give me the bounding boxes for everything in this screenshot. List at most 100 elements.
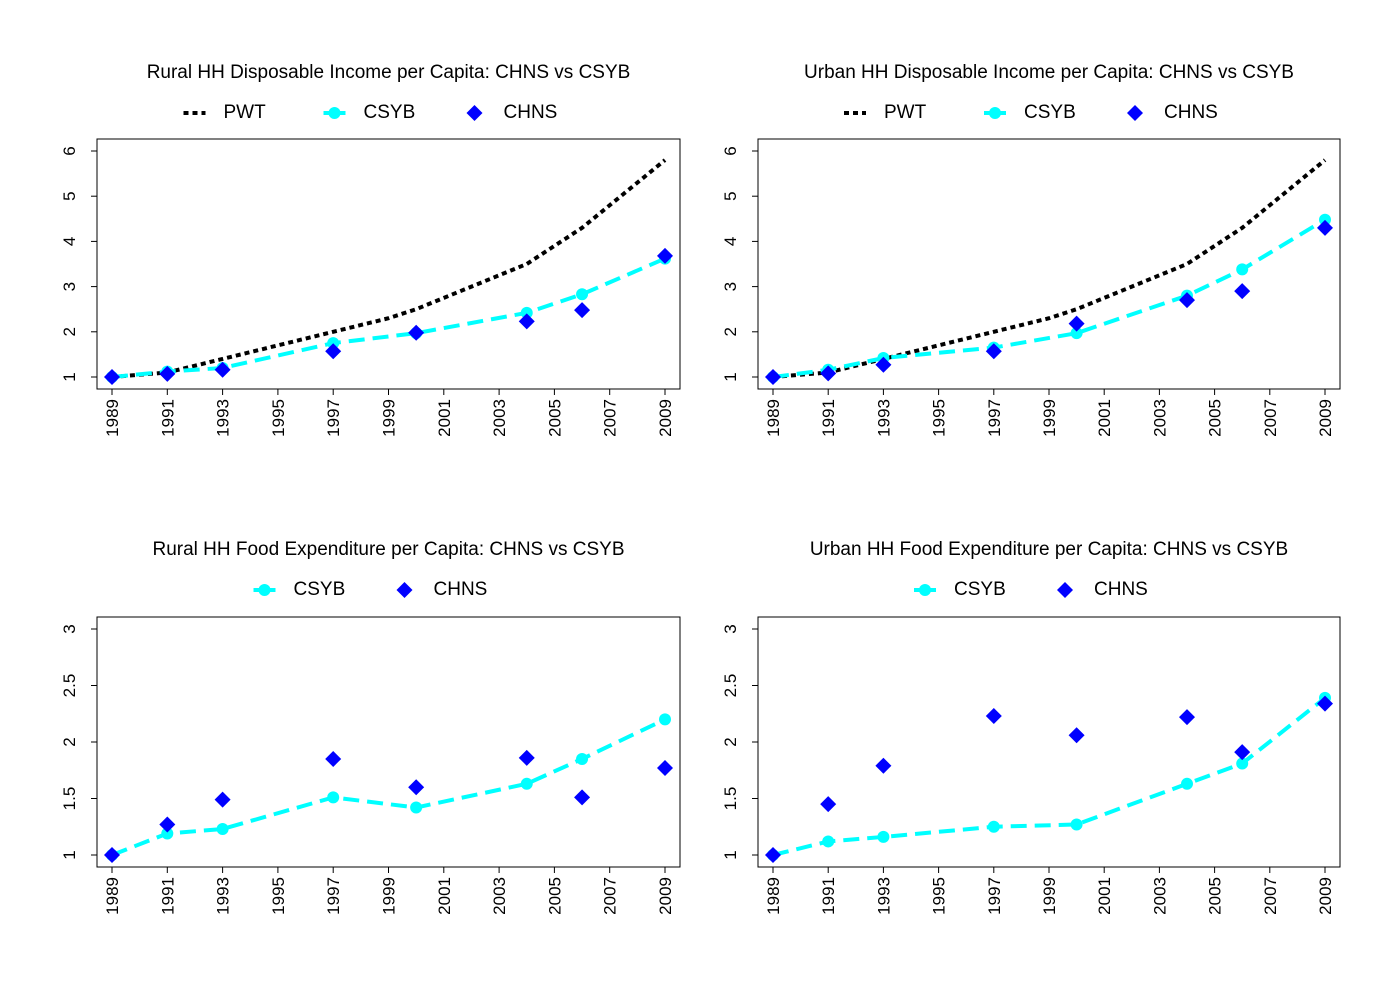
y-axis: 1 1.5 2 2.5 3: [60, 624, 97, 860]
legend-item-pwt: PWT: [183, 102, 266, 123]
legend-item-chns: CHNS: [396, 579, 487, 600]
data-point: [877, 830, 890, 843]
x-tick-label: 2001: [1095, 877, 1114, 915]
x-tick-label: 1991: [819, 877, 838, 915]
y-tick-label: 3: [60, 282, 79, 291]
data-point: [574, 302, 591, 319]
series-pwt: [772, 158, 1327, 379]
x-tick-label: 1991: [819, 399, 838, 437]
y-axis: 1 1.5 2 2.5 3: [721, 624, 758, 860]
y-tick-label: 1: [60, 850, 79, 859]
legend-swatch-diamond: [1127, 105, 1143, 121]
series-csyb: [106, 713, 671, 861]
series-csyb: [767, 691, 1331, 861]
x-tick-label: 1989: [103, 877, 122, 915]
y-tick-label: 4: [721, 237, 740, 246]
data-point: [159, 365, 176, 382]
x-tick-label: 1995: [930, 877, 949, 915]
data-point: [820, 365, 837, 382]
data-point: [985, 708, 1002, 725]
legend-item-csyb: CSYB: [323, 102, 415, 123]
chart-panel-4: Urban HH Food Expenditure per Capita: CH…: [721, 539, 1341, 915]
legend-label: CSYB: [1024, 102, 1076, 123]
y-tick-label: 2.5: [60, 674, 79, 698]
series-line: [111, 158, 667, 379]
x-tick-label: 1999: [380, 399, 399, 437]
y-tick-label: 4: [60, 237, 79, 246]
x-tick-label: 2007: [601, 399, 620, 437]
legend-swatch-diamond: [1057, 582, 1073, 598]
data-point: [576, 752, 589, 765]
data-point: [410, 801, 423, 814]
x-tick-label: 2009: [656, 877, 675, 915]
x-tick-label: 2005: [1206, 877, 1225, 915]
data-point: [520, 306, 533, 319]
series-line: [772, 158, 1327, 379]
series-line: [111, 256, 666, 379]
x-tick-label: 1991: [158, 399, 177, 437]
data-point: [574, 789, 591, 806]
y-tick-label: 2: [60, 737, 79, 746]
x-tick-label: 2005: [545, 399, 564, 437]
data-point: [518, 749, 535, 766]
y-tick-label: 2.5: [721, 674, 740, 698]
x-tick-label: 1997: [985, 877, 1004, 915]
data-point: [1070, 327, 1083, 340]
x-tick-label: 2003: [490, 877, 509, 915]
data-point: [104, 369, 120, 385]
legend-item-csyb: CSYB: [984, 102, 1076, 123]
chart-panel-2: Urban HH Disposable Income per Capita: C…: [721, 62, 1341, 437]
x-tick-label: 1989: [764, 399, 783, 437]
data-point: [325, 343, 342, 360]
data-point: [1179, 292, 1195, 309]
legend-swatch-circle: [989, 107, 1001, 119]
data-point: [214, 791, 231, 808]
y-axis: 1 2 3 4 5 6: [60, 146, 97, 382]
chart-panel-3: Rural HH Food Expenditure per Capita: CH…: [60, 539, 681, 915]
x-tick-label: 2005: [1206, 399, 1225, 437]
y-axis: 1 2 3 4 5 6: [721, 146, 758, 382]
chart-title: Urban HH Food Expenditure per Capita: CH…: [810, 539, 1288, 560]
data-point: [327, 791, 340, 804]
x-tick-label: 1995: [930, 399, 949, 437]
data-point: [765, 369, 781, 385]
series-chns: [104, 749, 673, 863]
x-tick-label: 1993: [874, 877, 893, 915]
legend-item-chns: CHNS: [466, 102, 558, 123]
y-tick-label: 2: [721, 327, 740, 336]
y-tick-label: 1: [60, 372, 79, 381]
legend-swatch-diamond: [396, 582, 413, 598]
plot-frame: [757, 616, 1341, 868]
x-tick-label: 1997: [324, 877, 343, 915]
x-tick-label: 1989: [103, 399, 122, 437]
x-axis: 1989 1991 1993 1995 1997 1999 2001 2003 2005 2007…: [764, 389, 1335, 437]
x-tick-label: 1999: [1040, 877, 1059, 915]
x-tick-label: 2009: [1316, 877, 1335, 915]
x-tick-label: 2005: [545, 877, 564, 915]
data-point: [1181, 777, 1193, 790]
legend-label: CHNS: [504, 102, 558, 123]
x-tick-label: 2001: [1095, 399, 1114, 437]
data-point: [408, 324, 425, 341]
data-point: [1236, 263, 1249, 276]
plot-frame: [96, 138, 681, 390]
series-chns: [765, 219, 1333, 385]
y-tick-label: 1.5: [721, 787, 740, 811]
y-tick-label: 5: [60, 191, 79, 200]
legend-label: CSYB: [294, 579, 346, 600]
data-point: [875, 356, 892, 373]
data-point: [161, 827, 174, 840]
x-tick-label: 2009: [656, 399, 675, 437]
legend-swatch-circle: [258, 584, 271, 596]
data-point: [576, 288, 589, 301]
chart-legend: PWT CSYB CHNS: [183, 102, 558, 123]
x-axis: 1989 1991 1993 1995 1997 1999 2001 2003 2005 2007…: [103, 389, 675, 437]
x-tick-label: 2001: [435, 399, 454, 437]
data-point: [985, 343, 1002, 360]
x-tick-label: 1993: [214, 877, 233, 915]
series-line: [772, 217, 1327, 379]
x-tick-label: 2007: [1261, 399, 1280, 437]
legend-item-pwt: PWT: [844, 102, 927, 123]
y-tick-label: 6: [721, 146, 740, 155]
series-line: [111, 717, 666, 857]
